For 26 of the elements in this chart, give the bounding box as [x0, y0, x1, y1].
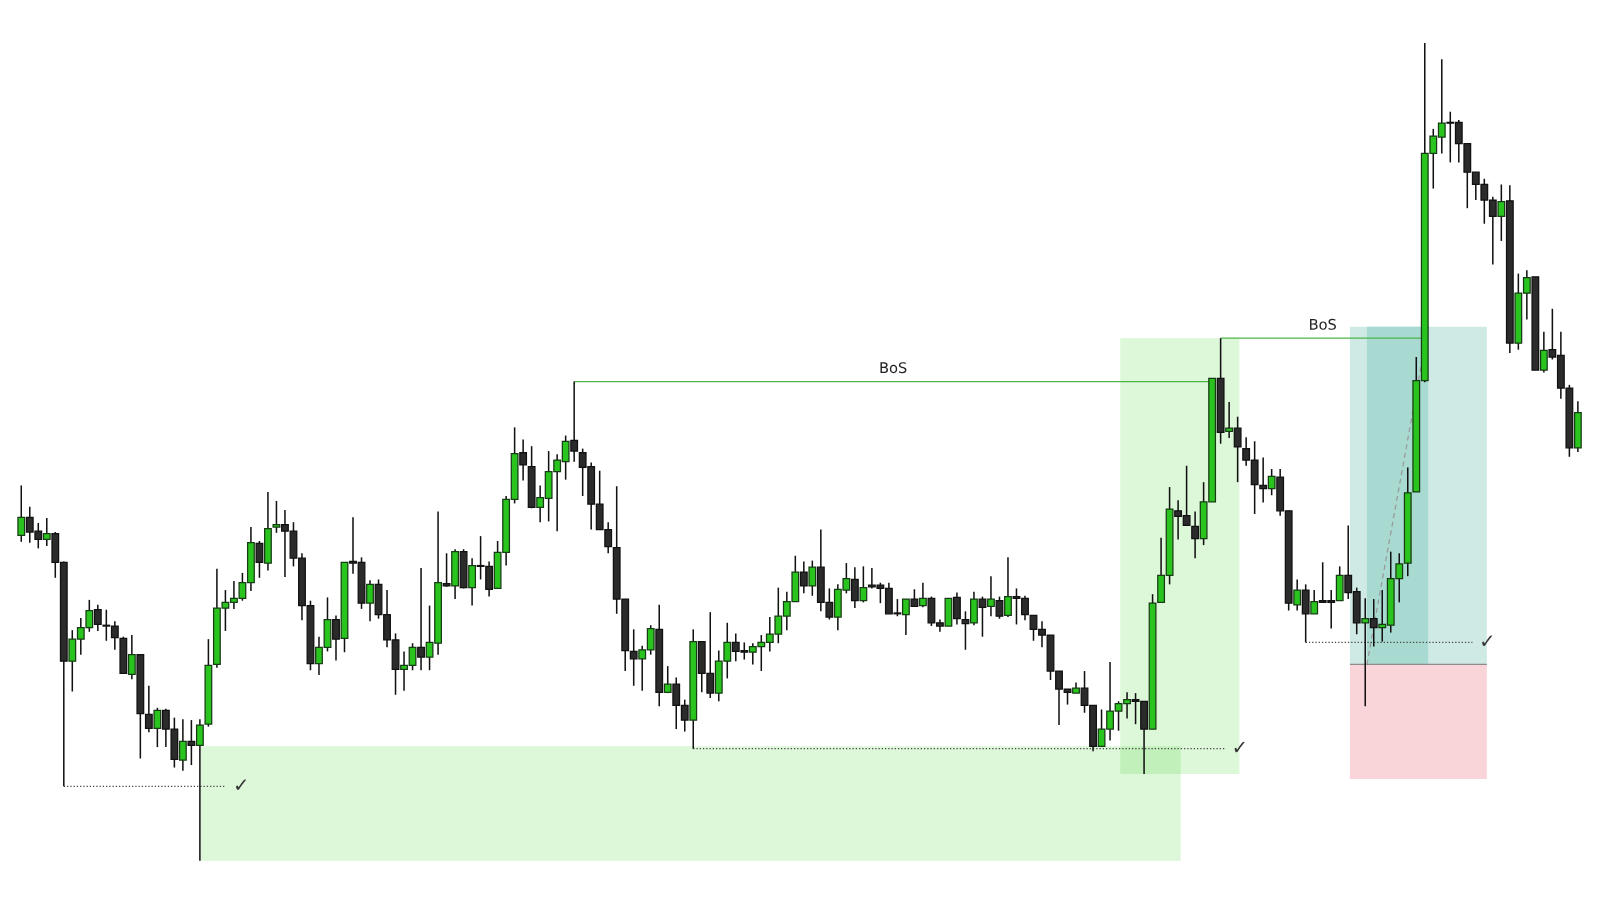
candlestick [144, 684, 153, 734]
ref-line-label: BoS [1310, 318, 1336, 330]
candlestick [1259, 456, 1268, 504]
candlestick [332, 614, 340, 662]
candlestick [93, 604, 102, 632]
ref-line-label: BoS [880, 362, 907, 374]
ref-line-label: ✓ [1234, 741, 1245, 753]
candlestick [850, 566, 859, 609]
candlestick [519, 438, 528, 482]
candlestick [1191, 510, 1200, 559]
ref-line-label: ✓ [235, 779, 247, 790]
candlestick [1369, 598, 1378, 648]
candlestick [417, 567, 425, 671]
candlestick [629, 628, 638, 687]
candlestick [961, 610, 970, 651]
candlestick [978, 595, 987, 638]
candlestick [952, 591, 961, 626]
candlestick [442, 552, 451, 588]
candlestick [255, 540, 264, 579]
candlestick [1301, 583, 1310, 644]
candlestick [570, 380, 579, 463]
candlestick [1233, 415, 1242, 483]
candlestick [799, 560, 808, 595]
candlestick [187, 719, 196, 766]
candlestick [995, 595, 1004, 620]
ref-line-label: ✓ [1482, 635, 1493, 646]
